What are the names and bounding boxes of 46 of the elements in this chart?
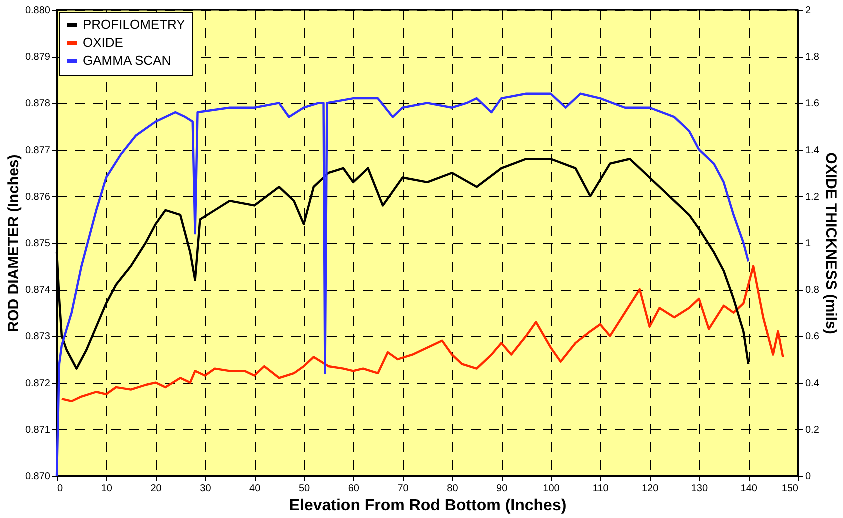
x-tick-label: 110 bbox=[592, 484, 610, 494]
y-tick-label: 0.878 bbox=[25, 98, 51, 110]
y-tick-label: 0.877 bbox=[25, 145, 51, 156]
legend-label: PROFILOMETRY bbox=[83, 17, 186, 32]
y2-tick-label: 1 bbox=[806, 238, 812, 250]
y-axis-title: ROD DIAMETER (Inches) bbox=[5, 154, 22, 332]
x-tick-label: 50 bbox=[298, 484, 310, 494]
x-tick-label: 150 bbox=[782, 484, 799, 494]
legend-label: GAMMA SCAN bbox=[83, 53, 172, 68]
x-tick-label: 140 bbox=[740, 484, 758, 494]
y2-tick-label: 0 bbox=[806, 472, 812, 482]
y-tick-label: 0.876 bbox=[25, 192, 51, 203]
x-tick-label: 80 bbox=[447, 484, 459, 494]
y2-tick-label: 0.8 bbox=[806, 285, 820, 296]
y2-tick-label: 0.4 bbox=[806, 378, 820, 390]
legend-label: OXIDE bbox=[83, 35, 124, 50]
x-tick-label: 100 bbox=[543, 484, 560, 494]
x-tick-label: 120 bbox=[642, 484, 660, 494]
y-tick-label: 0.879 bbox=[25, 52, 51, 64]
y-tick-label: 0.872 bbox=[25, 378, 51, 390]
y-tick-label: 0.871 bbox=[25, 424, 51, 436]
x-tick-label: 90 bbox=[496, 484, 508, 494]
x-tick-label: 130 bbox=[691, 484, 708, 494]
x-tick-label: 70 bbox=[398, 484, 410, 494]
x-tick-label: 30 bbox=[200, 484, 212, 494]
line-series bbox=[60, 265, 784, 403]
x-tick-label: 60 bbox=[348, 484, 360, 494]
y-tick-label: 0.875 bbox=[25, 238, 51, 250]
x-tick-label: 10 bbox=[101, 484, 113, 494]
x-tick-label: 40 bbox=[250, 484, 262, 494]
y-tick-label: 0.870 bbox=[25, 472, 51, 482]
y2-tick-label: 0.2 bbox=[806, 424, 820, 436]
y2-tick-label: 0.6 bbox=[806, 332, 820, 343]
x-tick-label: 0 bbox=[58, 484, 64, 494]
y2-tick-label: 1.4 bbox=[806, 145, 820, 156]
y2-tick-label: 1.8 bbox=[806, 52, 820, 64]
y2-tick-label: 1.2 bbox=[806, 192, 820, 203]
y-tick-label: 0.873 bbox=[25, 332, 51, 343]
y-tick-label: 0.880 bbox=[25, 6, 51, 16]
line-series bbox=[56, 92, 750, 478]
y2-axis-title: OXIDE THICKNESS (mils) bbox=[822, 152, 840, 334]
x-tick-label: 20 bbox=[150, 484, 162, 494]
y2-tick-label: 1.6 bbox=[806, 98, 820, 110]
x-axis-title: Elevation From Rod Bottom (Inches) bbox=[289, 498, 567, 514]
y2-tick-label: 2 bbox=[806, 6, 812, 16]
y-tick-label: 0.874 bbox=[25, 285, 51, 296]
